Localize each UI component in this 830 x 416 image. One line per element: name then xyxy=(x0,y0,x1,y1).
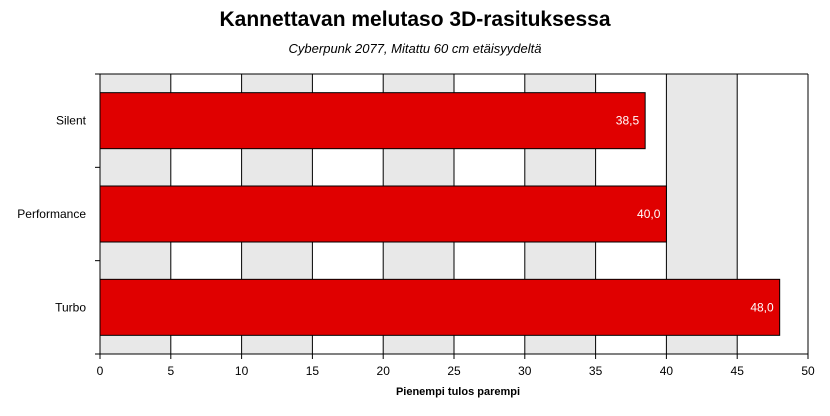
x-tick-label: 30 xyxy=(518,364,532,378)
x-tick-label: 45 xyxy=(731,364,745,378)
x-tick-label: 0 xyxy=(97,364,104,378)
x-tick-label: 10 xyxy=(235,364,249,378)
bar-turbo xyxy=(99,278,781,336)
axes xyxy=(95,73,809,359)
data-label-performance: 40,0 xyxy=(637,207,661,221)
data-label-silent: 38,5 xyxy=(616,114,640,128)
category-label-silent: Silent xyxy=(56,114,87,128)
chart-subtitle: Cyberpunk 2077, Mitattu 60 cm etäisyydel… xyxy=(288,41,542,56)
labels: 38,5 Silent 40,0 Performance 48,0 Turbo 0 5 10 15… xyxy=(17,114,815,398)
category-label-performance: Performance xyxy=(17,207,86,221)
x-axis-title: Pienempi tulos parempi xyxy=(396,386,520,398)
x-tick-label: 20 xyxy=(377,364,391,378)
x-tick-label: 15 xyxy=(306,364,320,378)
x-tick-label: 25 xyxy=(447,364,461,378)
chart-title: Kannettavan melutaso 3D-rasituksessa xyxy=(219,8,611,31)
x-tick-label: 35 xyxy=(589,364,603,378)
data-label-turbo: 48,0 xyxy=(750,300,774,314)
x-tick-label: 50 xyxy=(801,364,815,378)
bar-performance xyxy=(99,185,667,243)
bar-silent xyxy=(99,92,646,150)
x-tick-label: 5 xyxy=(167,364,174,378)
category-label-turbo: Turbo xyxy=(55,300,86,314)
bars xyxy=(99,92,781,336)
x-tick-label: 40 xyxy=(660,364,674,378)
